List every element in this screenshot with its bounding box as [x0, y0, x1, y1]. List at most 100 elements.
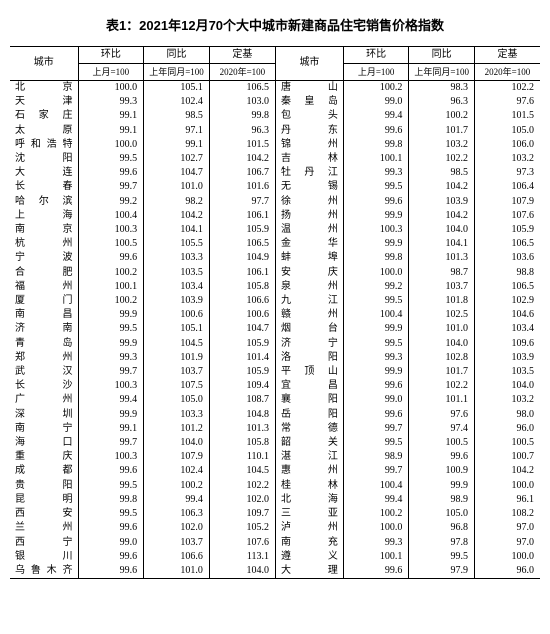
header-city: 城市: [10, 47, 78, 81]
city-cell: 贵 阳: [10, 479, 78, 493]
data-cell: 99.6: [343, 195, 409, 209]
data-cell: 104.7: [144, 166, 210, 180]
city-cell: 平 顶 山: [276, 365, 344, 379]
data-cell: 113.1: [209, 550, 275, 564]
city-cell: 银 川: [10, 550, 78, 564]
table-row: 北 京100.0105.1106.5: [10, 81, 275, 96]
data-cell: 99.1: [144, 138, 210, 152]
data-cell: 99.6: [78, 550, 144, 564]
data-cell: 104.2: [209, 152, 275, 166]
data-cell: 105.1: [144, 322, 210, 336]
city-cell: 宜 昌: [276, 379, 344, 393]
city-cell: 遵 义: [276, 550, 344, 564]
data-cell: 101.0: [409, 322, 475, 336]
table-row: 安 庆100.098.798.8: [276, 266, 541, 280]
table-row: 岳 阳99.697.698.0: [276, 408, 541, 422]
data-cell: 99.6: [343, 379, 409, 393]
data-cell: 99.6: [78, 251, 144, 265]
data-cell: 107.5: [144, 379, 210, 393]
city-cell: 大 理: [276, 564, 344, 579]
city-cell: 大 连: [10, 166, 78, 180]
city-cell: 南 昌: [10, 308, 78, 322]
city-cell: 北 京: [10, 81, 78, 96]
city-cell: 青 岛: [10, 337, 78, 351]
data-cell: 100.0: [474, 550, 540, 564]
data-cell: 104.2: [409, 209, 475, 223]
data-cell: 105.5: [144, 237, 210, 251]
table-row: 天 津99.3102.4103.0: [10, 95, 275, 109]
data-cell: 106.6: [209, 294, 275, 308]
data-cell: 106.0: [474, 138, 540, 152]
table-row: 深 圳99.9103.3104.8: [10, 408, 275, 422]
data-cell: 103.5: [144, 266, 210, 280]
data-cell: 109.4: [209, 379, 275, 393]
data-cell: 103.5: [474, 365, 540, 379]
data-cell: 100.5: [409, 436, 475, 450]
data-cell: 100.3: [78, 379, 144, 393]
header-mom: 环比: [78, 47, 144, 64]
data-cell: 100.0: [474, 479, 540, 493]
city-cell: 包 头: [276, 109, 344, 123]
city-cell: 常 德: [276, 422, 344, 436]
data-cell: 104.1: [144, 223, 210, 237]
table-row: 长 春99.7101.0101.6: [10, 180, 275, 194]
data-cell: 99.3: [343, 166, 409, 180]
header-mom: 环比: [343, 47, 409, 64]
city-cell: 丹 东: [276, 124, 344, 138]
city-cell: 济 南: [10, 322, 78, 336]
city-cell: 沈 阳: [10, 152, 78, 166]
city-cell: 南 充: [276, 536, 344, 550]
city-cell: 烟 台: [276, 322, 344, 336]
data-cell: 99.4: [144, 493, 210, 507]
city-cell: 赣 州: [276, 308, 344, 322]
header-base: 定基: [209, 47, 275, 64]
data-cell: 99.5: [78, 479, 144, 493]
header-city: 城市: [276, 47, 344, 81]
data-cell: 103.9: [409, 195, 475, 209]
data-cell: 102.2: [474, 81, 540, 96]
header-base-sub: 2020年=100: [209, 64, 275, 81]
city-cell: 重 庆: [10, 450, 78, 464]
table-row: 吉 林100.1102.2103.2: [276, 152, 541, 166]
table-row: 福 州100.1103.4105.8: [10, 280, 275, 294]
data-cell: 103.9: [144, 294, 210, 308]
data-cell: 97.1: [144, 124, 210, 138]
data-cell: 99.5: [78, 507, 144, 521]
table-row: 宁 波99.6103.3104.9: [10, 251, 275, 265]
table-row: 杭 州100.5105.5106.5: [10, 237, 275, 251]
table-row: 惠 州99.7100.9104.2: [276, 464, 541, 478]
city-cell: 唐 山: [276, 81, 344, 96]
table-title: 表1：2021年12月70个大中城市新建商品住宅销售价格指数: [10, 15, 540, 34]
data-cell: 108.7: [209, 393, 275, 407]
data-cell: 99.6: [343, 408, 409, 422]
city-cell: 秦 皇 岛: [276, 95, 344, 109]
table-row: 扬 州99.9104.2107.6: [276, 209, 541, 223]
data-cell: 102.0: [144, 521, 210, 535]
data-cell: 104.0: [144, 436, 210, 450]
table-row: 烟 台99.9101.0103.4: [276, 322, 541, 336]
data-cell: 104.9: [209, 251, 275, 265]
data-cell: 98.9: [343, 450, 409, 464]
data-cell: 97.7: [209, 195, 275, 209]
city-cell: 兰 州: [10, 521, 78, 535]
data-cell: 107.9: [144, 450, 210, 464]
table-row: 韶 关99.5100.5100.5: [276, 436, 541, 450]
data-cell: 99.8: [209, 109, 275, 123]
data-cell: 105.0: [474, 124, 540, 138]
data-cell: 97.6: [474, 95, 540, 109]
data-cell: 106.1: [209, 209, 275, 223]
table-row: 合 肥100.2103.5106.1: [10, 266, 275, 280]
data-cell: 102.7: [144, 152, 210, 166]
table-row: 沈 阳99.5102.7104.2: [10, 152, 275, 166]
header-yoy: 同比: [144, 47, 210, 64]
data-cell: 101.3: [209, 422, 275, 436]
table-row: 桂 林100.499.9100.0: [276, 479, 541, 493]
city-cell: 海 口: [10, 436, 78, 450]
data-cell: 99.8: [343, 251, 409, 265]
table-row: 太 原99.197.196.3: [10, 124, 275, 138]
city-cell: 长 春: [10, 180, 78, 194]
data-cell: 101.0: [144, 564, 210, 579]
data-cell: 99.4: [343, 109, 409, 123]
table-row: 泸 州100.096.897.0: [276, 521, 541, 535]
table-row: 西 安99.5106.3109.7: [10, 507, 275, 521]
